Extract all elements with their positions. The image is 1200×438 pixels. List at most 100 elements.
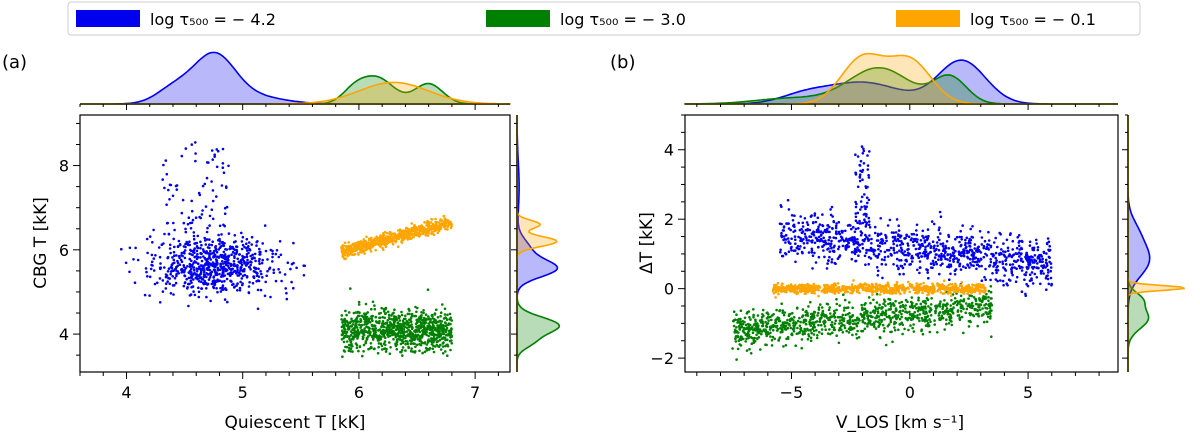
scatter-point — [826, 303, 830, 306]
scatter-point — [915, 253, 918, 256]
scatter-point — [405, 236, 409, 239]
scatter-point — [859, 208, 862, 211]
scatter-point — [935, 241, 939, 244]
scatter-point — [397, 331, 400, 335]
scatter-point — [747, 330, 750, 333]
scatter-point — [864, 220, 867, 224]
scatter-point — [240, 231, 243, 235]
scatter-point — [1044, 258, 1048, 262]
scatter-point — [958, 264, 961, 268]
scatter-point — [989, 260, 993, 264]
scatter-point — [910, 302, 914, 306]
scatter-point — [379, 243, 383, 247]
scatter-point — [901, 266, 905, 270]
scatter-point — [258, 253, 261, 256]
scatter-point — [773, 337, 776, 341]
scatter-point — [427, 315, 430, 318]
scatter-point — [414, 225, 417, 228]
scatter-point — [427, 334, 431, 338]
scatter-point — [865, 213, 868, 216]
scatter-point — [1015, 275, 1019, 279]
scatter-point — [861, 308, 864, 312]
scatter-point — [436, 227, 440, 231]
scatter-point — [800, 239, 804, 243]
scatter-point — [178, 256, 181, 260]
scatter-point — [820, 233, 823, 237]
scatter-point — [857, 336, 861, 339]
scatter-point — [964, 266, 967, 270]
scatter-point — [275, 249, 279, 252]
scatter-point — [443, 313, 447, 316]
scatter-point — [400, 313, 404, 317]
scatter-point — [972, 254, 975, 257]
scatter-point — [770, 338, 774, 342]
scatter-point — [837, 341, 841, 345]
scatter-point — [987, 299, 990, 303]
scatter-point — [941, 310, 945, 314]
scatter-point — [926, 315, 929, 319]
scatter-point — [810, 232, 814, 235]
scatter-point — [892, 240, 895, 243]
scatter-point — [872, 253, 876, 256]
scatter-point — [998, 231, 1001, 235]
scatter-point — [747, 325, 751, 328]
scatter-point — [445, 333, 448, 337]
scatter-point — [210, 243, 214, 247]
scatter-point — [926, 271, 929, 274]
scatter-point — [982, 244, 986, 248]
scatter-point — [862, 147, 865, 151]
scatter-point — [810, 312, 813, 316]
scatter-point — [437, 229, 441, 233]
scatter-point — [365, 317, 368, 321]
scatter-point — [354, 333, 357, 337]
scatter-point — [438, 330, 441, 334]
scatter-point — [981, 307, 984, 310]
scatter-point — [917, 298, 920, 302]
scatter-point — [834, 236, 838, 240]
scatter-point — [898, 259, 901, 262]
scatter-point — [215, 195, 218, 198]
scatter-point — [916, 268, 919, 272]
scatter-point — [913, 311, 916, 314]
scatter-point — [881, 310, 884, 314]
scatter-point — [958, 316, 962, 320]
scatter-point — [742, 329, 745, 332]
scatter-point — [782, 235, 786, 238]
scatter-point — [277, 268, 280, 271]
scatter-point — [957, 259, 960, 262]
scatter-point — [224, 185, 228, 188]
scatter-point — [954, 300, 957, 304]
legend-label-3: log τ₅₀₀ = − 0.1 — [970, 10, 1096, 29]
scatter-point — [934, 309, 937, 313]
scatter-point — [196, 234, 200, 238]
scatter-point — [863, 193, 866, 196]
scatter-point — [822, 313, 826, 317]
scatter-point — [808, 235, 811, 238]
scatter-point — [796, 319, 800, 323]
scatter-point — [425, 224, 428, 227]
scatter-point — [432, 337, 436, 341]
scatter-point — [1004, 259, 1007, 263]
scatter-point — [351, 350, 354, 353]
scatter-point — [171, 269, 174, 272]
scatter-point — [934, 311, 937, 315]
scatter-point — [952, 260, 955, 263]
scatter-point — [391, 242, 395, 246]
scatter-point — [371, 314, 375, 318]
scatter-point — [986, 315, 990, 319]
scatter-point — [450, 327, 453, 331]
scatter-point — [365, 235, 368, 239]
scatter-point — [448, 333, 452, 337]
scatter-point — [1028, 273, 1032, 277]
scatter-point — [939, 232, 942, 235]
scatter-point — [430, 218, 434, 221]
scatter-point — [1030, 277, 1033, 280]
scatter-point — [881, 276, 884, 280]
scatter-point — [382, 234, 386, 237]
scatter-point — [907, 328, 910, 332]
scatter-point — [910, 260, 914, 263]
scatter-point — [364, 302, 368, 306]
scatter-point — [397, 316, 401, 320]
scatter-point — [444, 350, 447, 353]
legend-swatch-1 — [76, 10, 140, 27]
